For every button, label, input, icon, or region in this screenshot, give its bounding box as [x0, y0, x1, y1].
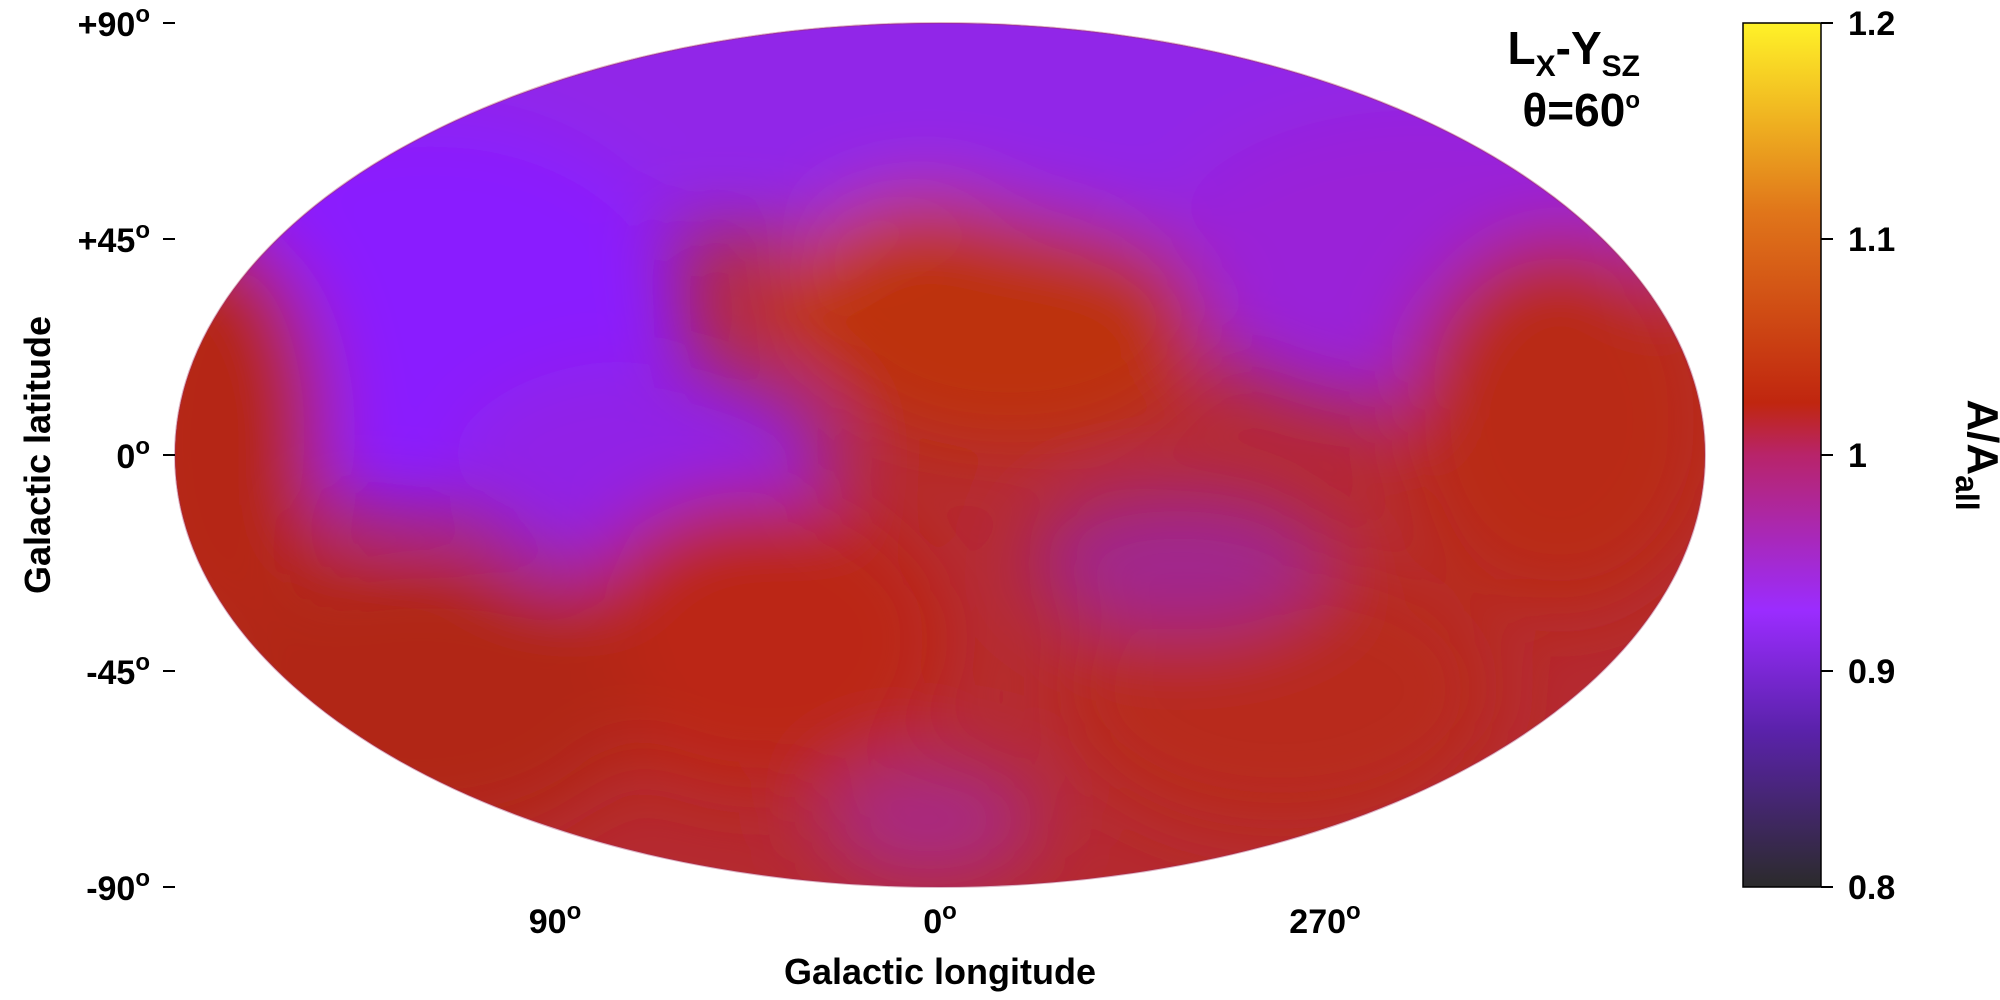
lat-tick: -45o — [86, 649, 175, 692]
colorbar-tick: 1 — [1821, 437, 1867, 475]
lat-tick: 0o — [116, 433, 175, 476]
lat-tick: -90o — [86, 865, 175, 908]
svg-text:1.2: 1.2 — [1848, 5, 1895, 43]
x-axis-label: Galactic longitude — [784, 951, 1096, 992]
svg-text:1.1: 1.1 — [1848, 221, 1895, 259]
svg-text:0o: 0o — [923, 898, 957, 941]
colorbar-tick: 1.2 — [1821, 5, 1895, 43]
svg-text:LX-YSZ: LX-YSZ — [1508, 22, 1640, 83]
svg-text:1: 1 — [1848, 437, 1867, 475]
svg-text:270o: 270o — [1289, 898, 1360, 941]
svg-text:+45o: +45o — [78, 217, 150, 260]
svg-text:0.8: 0.8 — [1848, 869, 1895, 907]
colorbar-tick: 1.1 — [1821, 221, 1895, 259]
lat-axis: +90o +45o 0o -45o -90o Galactic latitude — [17, 1, 175, 908]
svg-text:0.9: 0.9 — [1848, 653, 1895, 691]
svg-text:+90o: +90o — [78, 1, 150, 44]
y-axis-label: Galactic latitude — [17, 316, 58, 594]
colorbar-label: A/Aall — [1949, 399, 2000, 510]
lat-tick: +45o — [78, 217, 175, 260]
colorbar-gradient — [1742, 22, 1822, 888]
lon-tick: 0o — [923, 898, 957, 941]
svg-text:-90o: -90o — [86, 865, 150, 908]
svg-text:θ=60o: θ=60o — [1522, 84, 1640, 136]
svg-text:-45o: -45o — [86, 649, 150, 692]
lon-tick: 90o — [529, 898, 582, 941]
lon-axis: 90o 0o 270o Galactic longitude — [529, 898, 1361, 992]
svg-text:0o: 0o — [116, 433, 150, 476]
lon-tick: 270o — [1289, 898, 1360, 941]
colorbar-tick: 0.9 — [1821, 653, 1895, 691]
chart-title: LX-YSZ θ=60o — [1508, 22, 1640, 136]
colorbar: 1.2 1.1 1 0.9 0.8 A/Aall — [1742, 5, 2000, 907]
lat-tick: +90o — [78, 1, 175, 44]
svg-text:90o: 90o — [529, 898, 582, 941]
colorbar-tick: 0.8 — [1821, 869, 1895, 907]
skymap — [175, 23, 1705, 887]
